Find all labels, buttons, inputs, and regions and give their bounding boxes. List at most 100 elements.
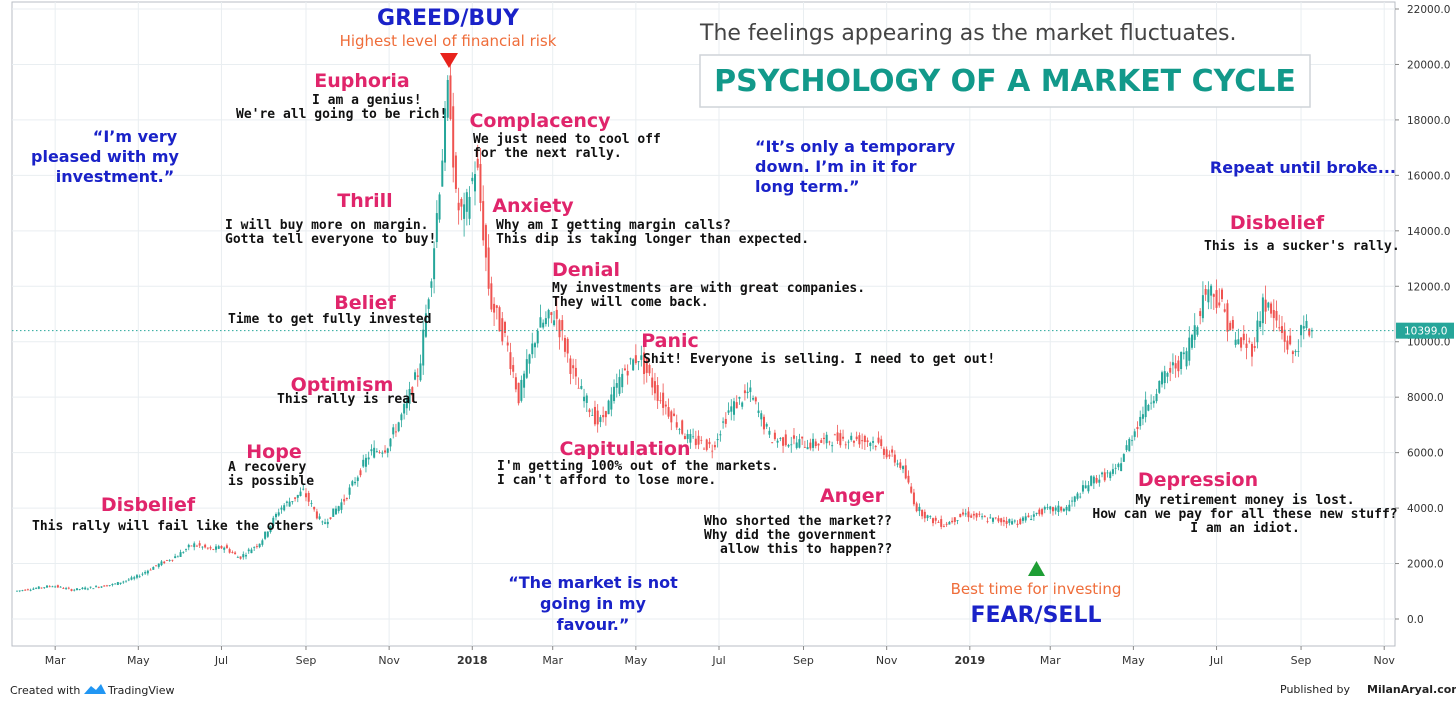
candle — [165, 559, 168, 561]
candle — [910, 482, 913, 494]
candle — [902, 465, 905, 474]
candle — [1060, 506, 1063, 513]
candle — [280, 505, 283, 514]
candle — [16, 590, 18, 592]
candle — [640, 345, 643, 367]
candle — [332, 508, 335, 518]
y-tick-label: 2000.0 — [1407, 559, 1444, 571]
y-tick-label: 14000.0 — [1407, 226, 1450, 238]
y-tick-label: 20000.0 — [1407, 59, 1450, 71]
candle — [253, 546, 256, 551]
candle — [724, 412, 727, 428]
candle — [414, 369, 417, 381]
candle — [1046, 503, 1049, 510]
stage-label: Disbelief — [1230, 212, 1325, 234]
candle — [790, 436, 793, 453]
candle — [787, 443, 790, 448]
candle — [1204, 284, 1207, 301]
candle — [26, 588, 29, 591]
quote-line: favour.” — [557, 615, 630, 634]
candle — [727, 402, 730, 415]
candle — [711, 444, 714, 459]
candle — [719, 430, 722, 442]
candle — [812, 433, 815, 452]
candle — [970, 513, 973, 519]
candle — [858, 432, 861, 448]
tradingview-brand[interactable]: TradingView — [107, 684, 174, 697]
candle — [585, 393, 588, 412]
candle — [375, 448, 378, 453]
candle — [1256, 311, 1259, 349]
candle — [1147, 403, 1150, 412]
y-tick-label: 16000.0 — [1407, 170, 1450, 182]
stage-caption: A recovery — [228, 460, 306, 475]
candle — [326, 518, 329, 528]
candle — [934, 515, 937, 525]
candle — [1000, 517, 1003, 526]
candle — [613, 379, 616, 404]
candle — [580, 379, 583, 390]
stage-caption: is possible — [228, 474, 314, 489]
candle — [550, 311, 553, 324]
candle — [722, 417, 725, 429]
candle — [1150, 394, 1153, 410]
candle — [1270, 301, 1273, 318]
x-tick-label: Nov — [1373, 654, 1395, 667]
candle — [577, 377, 580, 389]
candle — [953, 517, 956, 526]
candle — [209, 545, 212, 551]
quote-line: investment.” — [56, 167, 174, 186]
candle — [937, 520, 940, 523]
candle — [1071, 496, 1074, 507]
candle — [833, 433, 836, 436]
candle — [122, 580, 125, 584]
candle — [174, 553, 177, 559]
candle — [135, 573, 138, 580]
candle — [152, 566, 155, 570]
candle — [1139, 410, 1142, 430]
candle — [1161, 370, 1164, 388]
candle — [994, 517, 997, 520]
candle — [1081, 480, 1084, 494]
candle — [384, 445, 387, 454]
candle — [381, 450, 384, 458]
candle — [779, 437, 782, 442]
candle — [187, 543, 190, 551]
y-tick-label: 12000.0 — [1407, 281, 1450, 293]
stage-caption: I'm getting 100% out of the markets. — [497, 459, 779, 474]
candle — [656, 377, 659, 409]
quote-line: pleased with my — [31, 147, 180, 166]
candle — [127, 578, 130, 582]
candle — [334, 505, 337, 515]
candle — [673, 408, 676, 417]
candle — [1169, 361, 1172, 382]
created-with-label: Created with — [10, 684, 80, 697]
candle — [754, 396, 757, 405]
candle — [97, 586, 100, 589]
x-tick-label: May — [624, 654, 647, 667]
candle — [1103, 468, 1106, 483]
candle — [1163, 365, 1166, 390]
candle — [111, 583, 114, 587]
candle — [563, 335, 566, 358]
title-box — [699, 54, 1311, 108]
plot-frame — [11, 1, 1396, 647]
candle — [114, 583, 117, 585]
stage-label: Anger — [820, 485, 885, 507]
publisher-link[interactable]: MilanAryal.com.np — [1367, 683, 1456, 696]
candle — [193, 541, 196, 551]
candle — [1291, 350, 1294, 364]
candle — [392, 424, 395, 439]
x-tick-label: Sep — [1291, 654, 1312, 667]
candle — [645, 357, 648, 383]
candle — [231, 550, 234, 554]
candle — [51, 585, 54, 588]
candle — [820, 438, 823, 444]
candle — [1191, 333, 1194, 350]
candle — [1068, 500, 1071, 512]
candle — [885, 446, 888, 460]
candle — [70, 588, 73, 592]
candle — [1005, 516, 1008, 529]
candle — [234, 551, 237, 555]
candle — [520, 375, 523, 403]
